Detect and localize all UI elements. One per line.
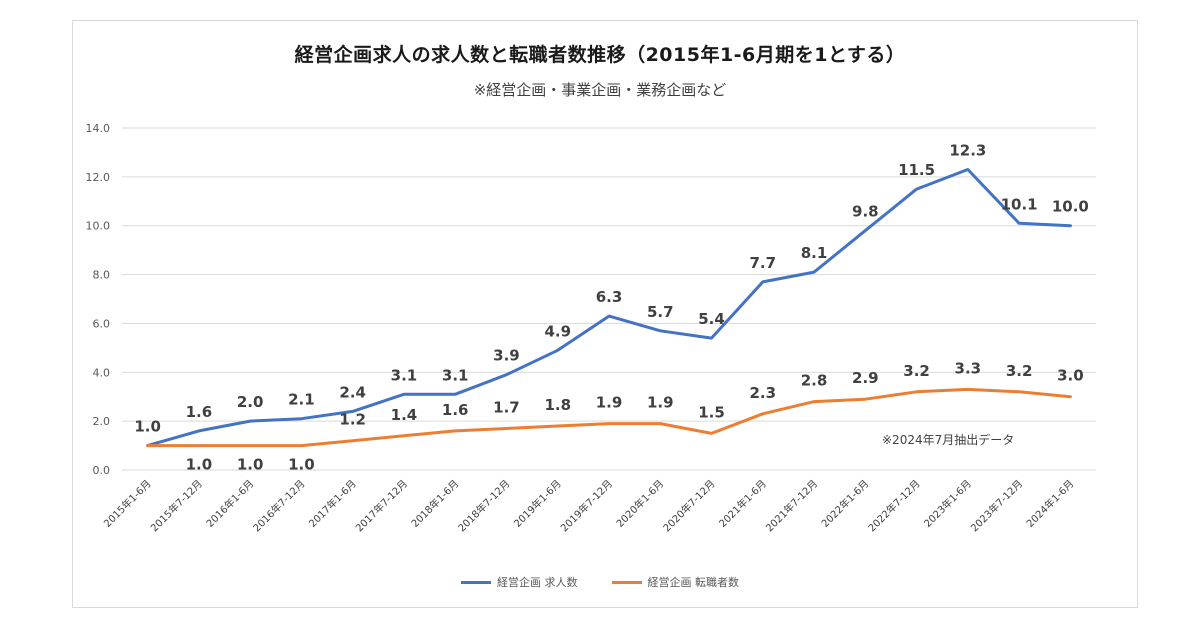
x-tick-label: 2020年1-6月 xyxy=(613,477,666,530)
x-tick-label: 2023年1-6月 xyxy=(921,477,974,530)
data-label-jobs: 5.4 xyxy=(698,310,725,328)
legend-label-hires: 経営企画 転職者数 xyxy=(647,576,740,589)
data-label-jobs: 2.4 xyxy=(339,383,366,401)
x-tick-label: 2023年7-12月 xyxy=(968,477,1025,534)
x-tick-label: 2024年1-6月 xyxy=(1024,477,1077,530)
data-label-hires: 3.3 xyxy=(955,359,982,377)
chart-legend: 経営企画 求人数 経営企画 転職者数 xyxy=(0,574,1200,590)
x-tick-label: 2015年1-6月 xyxy=(101,477,154,530)
data-label-hires: 1.2 xyxy=(339,411,366,429)
data-label-hires: 2.9 xyxy=(852,369,879,387)
data-label-jobs: 1.6 xyxy=(186,403,213,421)
y-tick-label: 0.0 xyxy=(93,464,111,477)
data-label-hires: 3.0 xyxy=(1057,367,1084,385)
y-tick-label: 6.0 xyxy=(93,317,111,330)
data-label-hires: 1.8 xyxy=(544,396,571,414)
data-label-hires: 2.3 xyxy=(750,384,777,402)
y-tick-label: 14.0 xyxy=(86,122,111,135)
x-tick-label: 2015年7-12月 xyxy=(148,477,205,534)
y-tick-label: 12.0 xyxy=(86,171,111,184)
data-label-hires: 2.8 xyxy=(801,372,828,390)
x-tick-label: 2021年7-12月 xyxy=(763,477,820,534)
x-tick-label: 2019年7-12月 xyxy=(558,477,615,534)
data-label-jobs: 2.1 xyxy=(288,391,315,409)
data-label-jobs: 10.0 xyxy=(1052,198,1089,216)
data-label-hires: 1.5 xyxy=(698,403,725,421)
data-label-hires: 1.6 xyxy=(442,401,469,419)
y-tick-label: 10.0 xyxy=(86,220,111,233)
data-label-jobs: 12.3 xyxy=(949,142,986,160)
data-label-jobs: 3.9 xyxy=(493,347,520,365)
legend-item-jobs: 経営企画 求人数 xyxy=(461,574,578,590)
x-tick-label: 2020年7-12月 xyxy=(660,477,717,534)
data-label-jobs: 2.0 xyxy=(237,393,264,411)
legend-item-hires: 経営企画 転職者数 xyxy=(611,574,740,590)
data-label-jobs: 9.8 xyxy=(852,203,879,221)
x-tick-label: 2016年1-6月 xyxy=(203,477,256,530)
data-label-jobs: 11.5 xyxy=(898,161,935,179)
y-tick-label: 4.0 xyxy=(93,366,111,379)
data-label-jobs: 7.7 xyxy=(750,254,777,272)
chart-frame xyxy=(72,20,1138,608)
legend-label-jobs: 経営企画 求人数 xyxy=(497,576,578,589)
data-label-jobs: 5.7 xyxy=(647,303,674,321)
x-tick-label: 2016年7-12月 xyxy=(250,477,307,534)
data-label-hires: 1.0 xyxy=(237,456,264,474)
chart-note: ※2024年7月抽出データ xyxy=(882,432,1014,447)
data-label-hires: 1.9 xyxy=(647,394,674,412)
data-label-hires: 1.7 xyxy=(493,398,520,416)
data-label-hires: 3.2 xyxy=(903,362,930,380)
y-tick-label: 8.0 xyxy=(93,269,111,282)
legend-swatch-hires xyxy=(611,580,642,584)
x-tick-label: 2017年7-12月 xyxy=(353,477,410,534)
x-tick-label: 2018年7-12月 xyxy=(455,477,512,534)
data-label-hires: 1.4 xyxy=(391,406,418,424)
data-label-jobs: 10.1 xyxy=(1001,195,1038,213)
series-line-0 xyxy=(146,168,1072,448)
data-label-jobs: 6.3 xyxy=(596,288,623,306)
data-label-hires: 1.9 xyxy=(596,394,623,412)
data-label-hires: 1.0 xyxy=(288,456,315,474)
chart-title: 経営企画求人の求人数と転職者数推移（2015年1-6月期を1とする） xyxy=(294,44,906,66)
data-label-jobs: 3.1 xyxy=(391,366,418,384)
data-label-jobs: 3.1 xyxy=(442,366,469,384)
data-label-hires: 3.2 xyxy=(1006,362,1033,380)
x-tick-label: 2022年1-6月 xyxy=(819,477,872,530)
x-tick-label: 2017年1-6月 xyxy=(306,477,359,530)
legend-swatch-jobs xyxy=(461,580,491,584)
data-label-hires: 1.0 xyxy=(186,456,213,474)
series-line-1 xyxy=(146,387,1072,448)
x-tick-label: 2018年1-6月 xyxy=(408,477,461,530)
chart-subtitle: ※経営企画・事業企画・業務企画など xyxy=(473,81,727,99)
x-tick-label: 2021年1-6月 xyxy=(716,477,769,530)
data-label-jobs: 4.9 xyxy=(544,322,571,340)
data-label-jobs: 8.1 xyxy=(801,244,828,262)
y-tick-label: 2.0 xyxy=(93,415,111,428)
x-tick-label: 2019年1-6月 xyxy=(511,477,564,530)
data-label-jobs: 1.0 xyxy=(134,418,161,436)
x-tick-label: 2022年7-12月 xyxy=(865,477,922,534)
